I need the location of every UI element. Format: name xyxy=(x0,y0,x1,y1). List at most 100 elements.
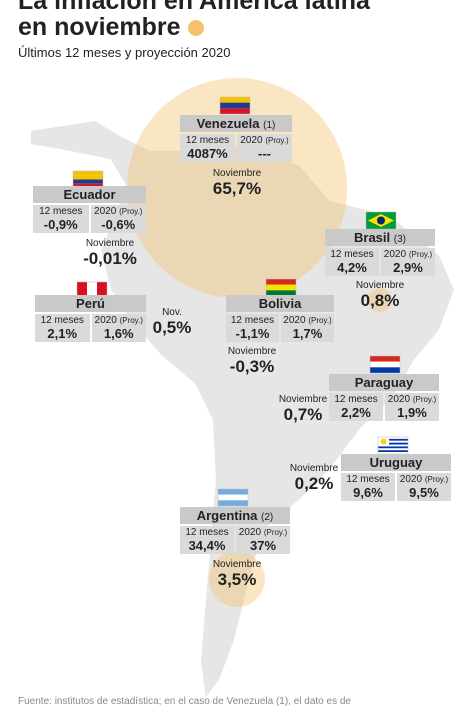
inflation-bubble xyxy=(209,551,265,607)
flag xyxy=(73,179,103,184)
title-text: en noviembre xyxy=(18,13,181,41)
dot xyxy=(187,20,204,37)
stat-value: 34,4% xyxy=(188,538,226,553)
country-name: Venezuela (1) xyxy=(180,115,292,132)
stat-value: 2,2% xyxy=(341,405,371,420)
stat-value: -1,1% xyxy=(235,326,270,341)
stat-suffix: (Proy.) xyxy=(412,395,437,404)
stat-12m: 12 meses 4,2% xyxy=(325,248,379,276)
flag xyxy=(87,282,97,299)
stat-12m: 12 meses -1,1% xyxy=(226,314,279,342)
stat-proj: 2020 (Proy.) 37% xyxy=(236,526,290,554)
nov-value: 3,5% xyxy=(217,570,257,589)
stat-12m: 12 meses -0,9% xyxy=(33,205,89,233)
flag xyxy=(378,450,408,453)
stat-suffix: (Proy.) xyxy=(308,316,332,325)
nov-value: 0,5% xyxy=(152,318,192,337)
nov-label: Noviembre xyxy=(212,168,262,179)
flag xyxy=(73,171,103,176)
subtitle: Últimos 12 meses y proyección 2020 xyxy=(18,45,231,60)
flag xyxy=(378,448,408,451)
source: Fuente: institutos de estadística; en el… xyxy=(18,696,351,707)
flag-border xyxy=(219,96,251,115)
flag xyxy=(378,442,408,445)
stat-value: -0,6% xyxy=(101,217,136,232)
stat-suffix: (Proy.) xyxy=(119,316,143,325)
flag-border xyxy=(217,488,249,507)
stat-proj: 2020 (Proy.) 9,5% xyxy=(397,473,451,501)
stat-label: 2020 xyxy=(238,527,262,538)
stat-value: 2,1% xyxy=(47,326,78,341)
stat-value: 4087% xyxy=(187,146,228,161)
nov-value: -0,01% xyxy=(83,249,137,268)
nov-label: Noviembre xyxy=(85,238,135,249)
name-text: Bolivia xyxy=(258,296,302,311)
stat-proj: 2020 (Proy.) -0,6% xyxy=(90,205,146,233)
title: en noviembre xyxy=(18,14,204,40)
stat-label: 12 meses xyxy=(330,249,374,260)
flag xyxy=(218,489,248,495)
name-text: Ecuador xyxy=(63,187,116,202)
inflation-bubble xyxy=(127,78,347,298)
stat-label: 2020 xyxy=(399,474,423,485)
stat-12m: 12 meses 4087% xyxy=(180,134,235,162)
country-name: Bolivia xyxy=(226,295,334,312)
name-text: Argentina xyxy=(196,508,258,523)
nov-value: 0,8% xyxy=(360,291,400,310)
flag xyxy=(370,367,400,373)
stat-value: 9,5% xyxy=(409,485,439,500)
nov-value: 0,7% xyxy=(283,405,323,424)
stat-proj: 2020 (Proy.) 1,7% xyxy=(281,314,334,342)
stat-12m: 12 meses 9,6% xyxy=(341,473,395,501)
flag xyxy=(218,500,248,506)
name-text: Brasil xyxy=(354,230,391,245)
stat-label: 2020 xyxy=(240,135,263,146)
stat-label: 2020 xyxy=(383,249,407,260)
nov-label: Nov. xyxy=(162,307,182,318)
stat-value: 1,6% xyxy=(103,326,134,341)
flag xyxy=(220,102,250,109)
nov-label: Noviembre xyxy=(289,463,339,474)
flag xyxy=(378,452,408,454)
flag xyxy=(378,440,408,443)
country-name: Paraguay xyxy=(329,374,439,391)
stat-value: 4,2% xyxy=(337,260,367,275)
name-text: Perú xyxy=(76,296,105,311)
flag-border xyxy=(369,355,401,374)
flag xyxy=(378,438,408,441)
stat-suffix: (Proy.) xyxy=(263,528,288,537)
flag xyxy=(220,108,250,114)
flag xyxy=(266,290,296,296)
nov-value: -0,3% xyxy=(229,357,275,376)
stat-value: 9,6% xyxy=(353,485,383,500)
flag xyxy=(377,216,385,225)
nov-label: Noviembre xyxy=(355,280,405,291)
flag xyxy=(370,356,400,362)
nov-value: 65,7% xyxy=(212,179,262,198)
stat-suffix: (Proy.) xyxy=(408,250,433,259)
note: (1) xyxy=(263,120,276,131)
flag xyxy=(97,282,107,299)
country-name: Perú xyxy=(35,295,146,312)
stat-label: 2020 xyxy=(94,315,117,326)
flag xyxy=(370,361,400,368)
stat-proj: 2020 (Proy.) 1,9% xyxy=(385,393,439,421)
stat-label: 12 meses xyxy=(230,315,275,326)
stat-label: 12 meses xyxy=(334,394,378,405)
flag xyxy=(378,446,408,449)
name-text: Uruguay xyxy=(369,455,423,470)
stat-label: 12 meses xyxy=(40,315,84,326)
name-text: Venezuela xyxy=(196,116,260,131)
flag xyxy=(73,183,103,188)
nov-value: 0,2% xyxy=(294,474,334,493)
stat-12m: 12 meses 2,2% xyxy=(329,393,383,421)
inflation-bubble xyxy=(368,288,392,312)
stat-value: --- xyxy=(258,146,271,161)
stat-12m: 12 meses 34,4% xyxy=(180,526,234,554)
title: La inflación en América latina xyxy=(18,0,370,15)
stat-value: 1,9% xyxy=(397,405,427,420)
stat-proj: 2020 (Proy.) 2,9% xyxy=(381,248,435,276)
flag xyxy=(218,494,248,501)
nov-label: Noviembre xyxy=(212,559,262,570)
